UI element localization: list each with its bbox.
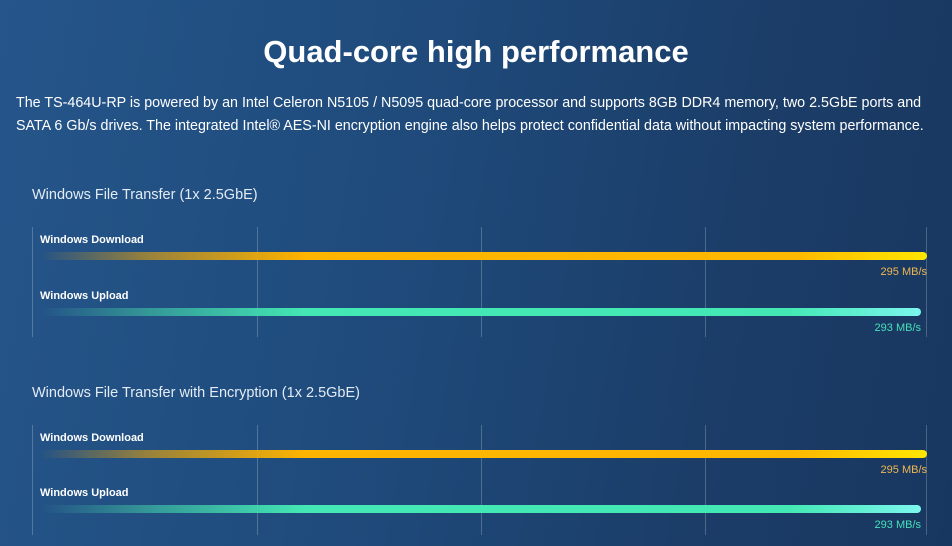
chart-grid: Windows Download 295 MB/s Windows Upload… xyxy=(32,227,927,337)
bar-value: 295 MB/s xyxy=(880,464,927,476)
bar-value: 295 MB/s xyxy=(880,266,927,278)
bar-value: 293 MB/s xyxy=(874,519,921,531)
gridline xyxy=(32,227,33,337)
chart-title: Windows File Transfer with Encryption (1… xyxy=(32,385,360,401)
gridline xyxy=(257,425,258,535)
gridline xyxy=(257,227,258,337)
gridline xyxy=(926,227,927,337)
download-bar xyxy=(40,450,927,458)
bar-label: Windows Download xyxy=(40,234,144,246)
gridline xyxy=(481,227,482,337)
page-title: Quad-core high performance xyxy=(263,34,689,69)
description: The TS-464U-RP is powered by an Intel Ce… xyxy=(16,95,924,134)
gridline xyxy=(705,425,706,535)
upload-bar xyxy=(40,505,921,513)
bar-label: Windows Download xyxy=(40,432,144,444)
gridline xyxy=(705,227,706,337)
gridline xyxy=(926,425,927,535)
chart-title: Windows File Transfer (1x 2.5GbE) xyxy=(32,187,258,203)
bar-value: 293 MB/s xyxy=(874,322,921,334)
bar-label: Windows Upload xyxy=(40,487,129,499)
upload-bar xyxy=(40,308,921,316)
download-bar xyxy=(40,252,927,260)
gridline xyxy=(32,425,33,535)
chart-grid: Windows Download 295 MB/s Windows Upload… xyxy=(32,425,927,535)
bar-label: Windows Upload xyxy=(40,290,129,302)
gridline xyxy=(481,425,482,535)
